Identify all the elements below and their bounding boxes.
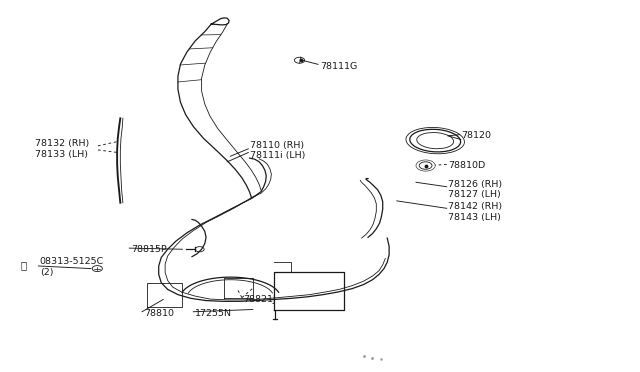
Text: 78821J: 78821J — [243, 295, 276, 304]
Text: 78126 (RH)
78127 (LH): 78126 (RH) 78127 (LH) — [448, 180, 502, 199]
Text: 78120: 78120 — [461, 131, 491, 140]
Text: 78132 (RH)
78133 (LH): 78132 (RH) 78133 (LH) — [35, 139, 90, 158]
Text: 78815P: 78815P — [131, 245, 167, 254]
Text: 78810: 78810 — [144, 309, 174, 318]
Text: 78142 (RH)
78143 (LH): 78142 (RH) 78143 (LH) — [448, 202, 502, 222]
Text: 78111G: 78111G — [320, 62, 357, 71]
Text: 78110 (RH)
78111i (LH): 78110 (RH) 78111i (LH) — [250, 141, 305, 160]
Text: Ⓢ: Ⓢ — [20, 260, 27, 270]
Text: 17255N: 17255N — [195, 309, 232, 318]
Text: 08313-5125C
(2): 08313-5125C (2) — [40, 257, 104, 277]
Text: 78810D: 78810D — [448, 161, 485, 170]
